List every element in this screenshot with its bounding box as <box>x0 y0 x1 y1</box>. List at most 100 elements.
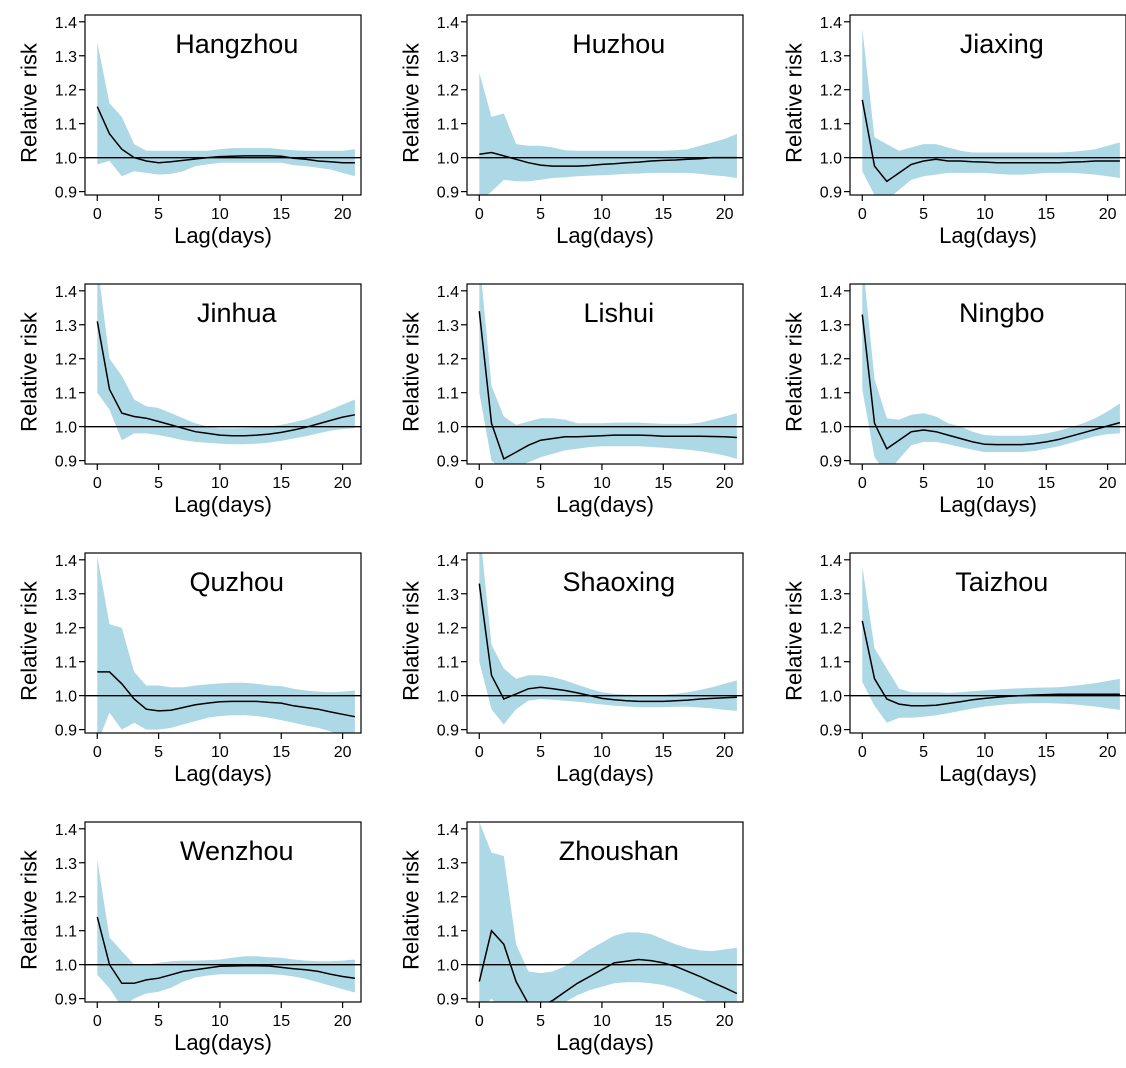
panel-title: Hangzhou <box>175 29 298 59</box>
y-axis-label: Relative risk <box>399 42 424 163</box>
y-tick-label: 0.9 <box>437 992 459 1009</box>
x-tick-label: 5 <box>919 475 928 492</box>
panel-hangzhou: 0.9 1.0 1.1 1.2 1.3 1.4 0 5 10 15 20 Hangzhou Lag(da… <box>17 14 362 248</box>
plot-frame <box>84 552 362 734</box>
confidence-band <box>862 284 1120 464</box>
y-tick-label: 1.3 <box>820 318 842 335</box>
y-tick-label: 1.3 <box>437 856 459 873</box>
plot-frame <box>466 552 744 734</box>
y-tick-label: 1.0 <box>55 151 77 168</box>
y-tick-label: 0.9 <box>820 454 842 471</box>
y-tick-label: 1.1 <box>55 924 77 941</box>
y-axis-label: Relative risk <box>782 311 807 432</box>
plot-area <box>85 556 361 733</box>
estimate-line <box>479 151 737 167</box>
x-axis-label: Lag(days) <box>939 492 1037 517</box>
y-tick-label: 1.3 <box>437 318 459 335</box>
plot-frame <box>466 283 744 465</box>
x-tick-label: 0 <box>858 475 867 492</box>
x-tick-label: 0 <box>858 744 867 761</box>
estimate-line <box>96 916 356 985</box>
x-tick-label: 15 <box>654 1013 672 1030</box>
y-tick-label: 1.1 <box>55 655 77 672</box>
x-axis-label: Lag(days) <box>939 223 1037 248</box>
panel-taizhou: 0.9 1.0 1.1 1.2 1.3 1.4 0 5 10 15 20 Taizhou Lag(day… <box>782 552 1126 786</box>
y-tick-label: 1.0 <box>55 689 77 706</box>
y-tick-label: 0.9 <box>437 454 459 471</box>
plot-frame <box>466 14 744 196</box>
plot-frame <box>849 552 1126 734</box>
estimate-line <box>96 106 355 164</box>
y-tick-label: 0.9 <box>820 723 842 740</box>
y-tick-label: 1.3 <box>55 318 77 335</box>
panel-lishui: 0.9 1.0 1.1 1.2 1.3 1.4 0 5 10 15 20 Lishui Lag(days… <box>399 283 744 517</box>
y-tick-label: 1.1 <box>437 117 459 134</box>
y-tick-label: 1.0 <box>437 958 459 975</box>
x-tick-label: 0 <box>475 206 484 223</box>
y-tick-label: 1.4 <box>55 822 77 839</box>
y-axis-label: Relative risk <box>399 311 424 432</box>
x-tick-label: 5 <box>919 744 928 761</box>
y-tick-label: 1.4 <box>437 15 459 32</box>
x-tick-label: 5 <box>536 206 545 223</box>
plot-frame <box>849 283 1126 465</box>
y-tick-label: 1.1 <box>820 386 842 403</box>
y-tick-label: 0.9 <box>55 454 77 471</box>
plot-area <box>467 553 743 725</box>
y-axis-label: Relative risk <box>17 580 42 701</box>
panel-title: Huzhou <box>572 29 665 59</box>
y-tick-label: 1.2 <box>820 83 842 100</box>
panel-ningbo: 0.9 1.0 1.1 1.2 1.3 1.4 0 5 10 15 20 Ningbo Lag(days… <box>782 283 1126 517</box>
plot-frame <box>84 14 362 196</box>
y-tick-label: 1.0 <box>55 420 77 437</box>
y-tick-label: 0.9 <box>55 723 77 740</box>
x-tick-label: 5 <box>536 1013 545 1030</box>
y-tick-label: 1.4 <box>820 284 842 301</box>
panel-title: Quzhou <box>190 567 285 597</box>
x-tick-label: 0 <box>93 744 102 761</box>
y-tick-label: 1.0 <box>55 958 77 975</box>
x-tick-label: 20 <box>716 744 734 761</box>
panel-title: Zhoushan <box>559 836 679 866</box>
x-tick-label: 15 <box>272 744 290 761</box>
panel-title: Jiaxing <box>960 29 1044 59</box>
x-tick-label: 10 <box>976 206 994 223</box>
x-tick-label: 5 <box>536 744 545 761</box>
confidence-band <box>862 28 1120 195</box>
x-tick-label: 0 <box>475 1013 484 1030</box>
x-tick-label: 20 <box>716 206 734 223</box>
x-axis-label: Lag(days) <box>174 492 272 517</box>
plot-frame <box>84 283 362 465</box>
y-tick-label: 0.9 <box>820 185 842 202</box>
panel-title: Shaoxing <box>563 567 676 597</box>
y-tick-label: 1.2 <box>55 621 77 638</box>
x-tick-label: 20 <box>334 206 352 223</box>
x-tick-label: 20 <box>334 744 352 761</box>
y-tick-label: 1.1 <box>820 117 842 134</box>
x-tick-label: 5 <box>154 1013 163 1030</box>
panel-jinhua: 0.9 1.0 1.1 1.2 1.3 1.4 0 5 10 15 20 Jinhua Lag(days… <box>17 283 362 517</box>
y-axis-label: Relative risk <box>782 42 807 163</box>
y-tick-label: 0.9 <box>437 185 459 202</box>
y-tick-label: 1.2 <box>55 83 77 100</box>
estimate-line <box>861 314 1121 450</box>
x-tick-label: 10 <box>211 206 229 223</box>
x-tick-label: 5 <box>154 475 163 492</box>
confidence-band <box>479 822 737 1002</box>
x-axis-label: Lag(days) <box>174 223 272 248</box>
x-tick-label: 15 <box>272 1013 290 1030</box>
y-tick-label: 1.0 <box>820 689 842 706</box>
y-tick-label: 0.9 <box>55 185 77 202</box>
x-tick-label: 10 <box>976 475 994 492</box>
estimate-line <box>478 311 737 460</box>
y-tick-label: 1.3 <box>820 49 842 66</box>
x-tick-label: 20 <box>716 1013 734 1030</box>
y-tick-label: 1.3 <box>437 49 459 66</box>
x-axis-label: Lag(days) <box>939 761 1037 786</box>
panel-huzhou: 0.9 1.0 1.1 1.2 1.3 1.4 0 5 10 15 20 Huzhou Lag(days… <box>399 14 744 248</box>
x-tick-label: 10 <box>976 744 994 761</box>
y-tick-label: 1.4 <box>820 553 842 570</box>
x-tick-label: 0 <box>475 475 484 492</box>
plot-frame <box>849 14 1126 196</box>
